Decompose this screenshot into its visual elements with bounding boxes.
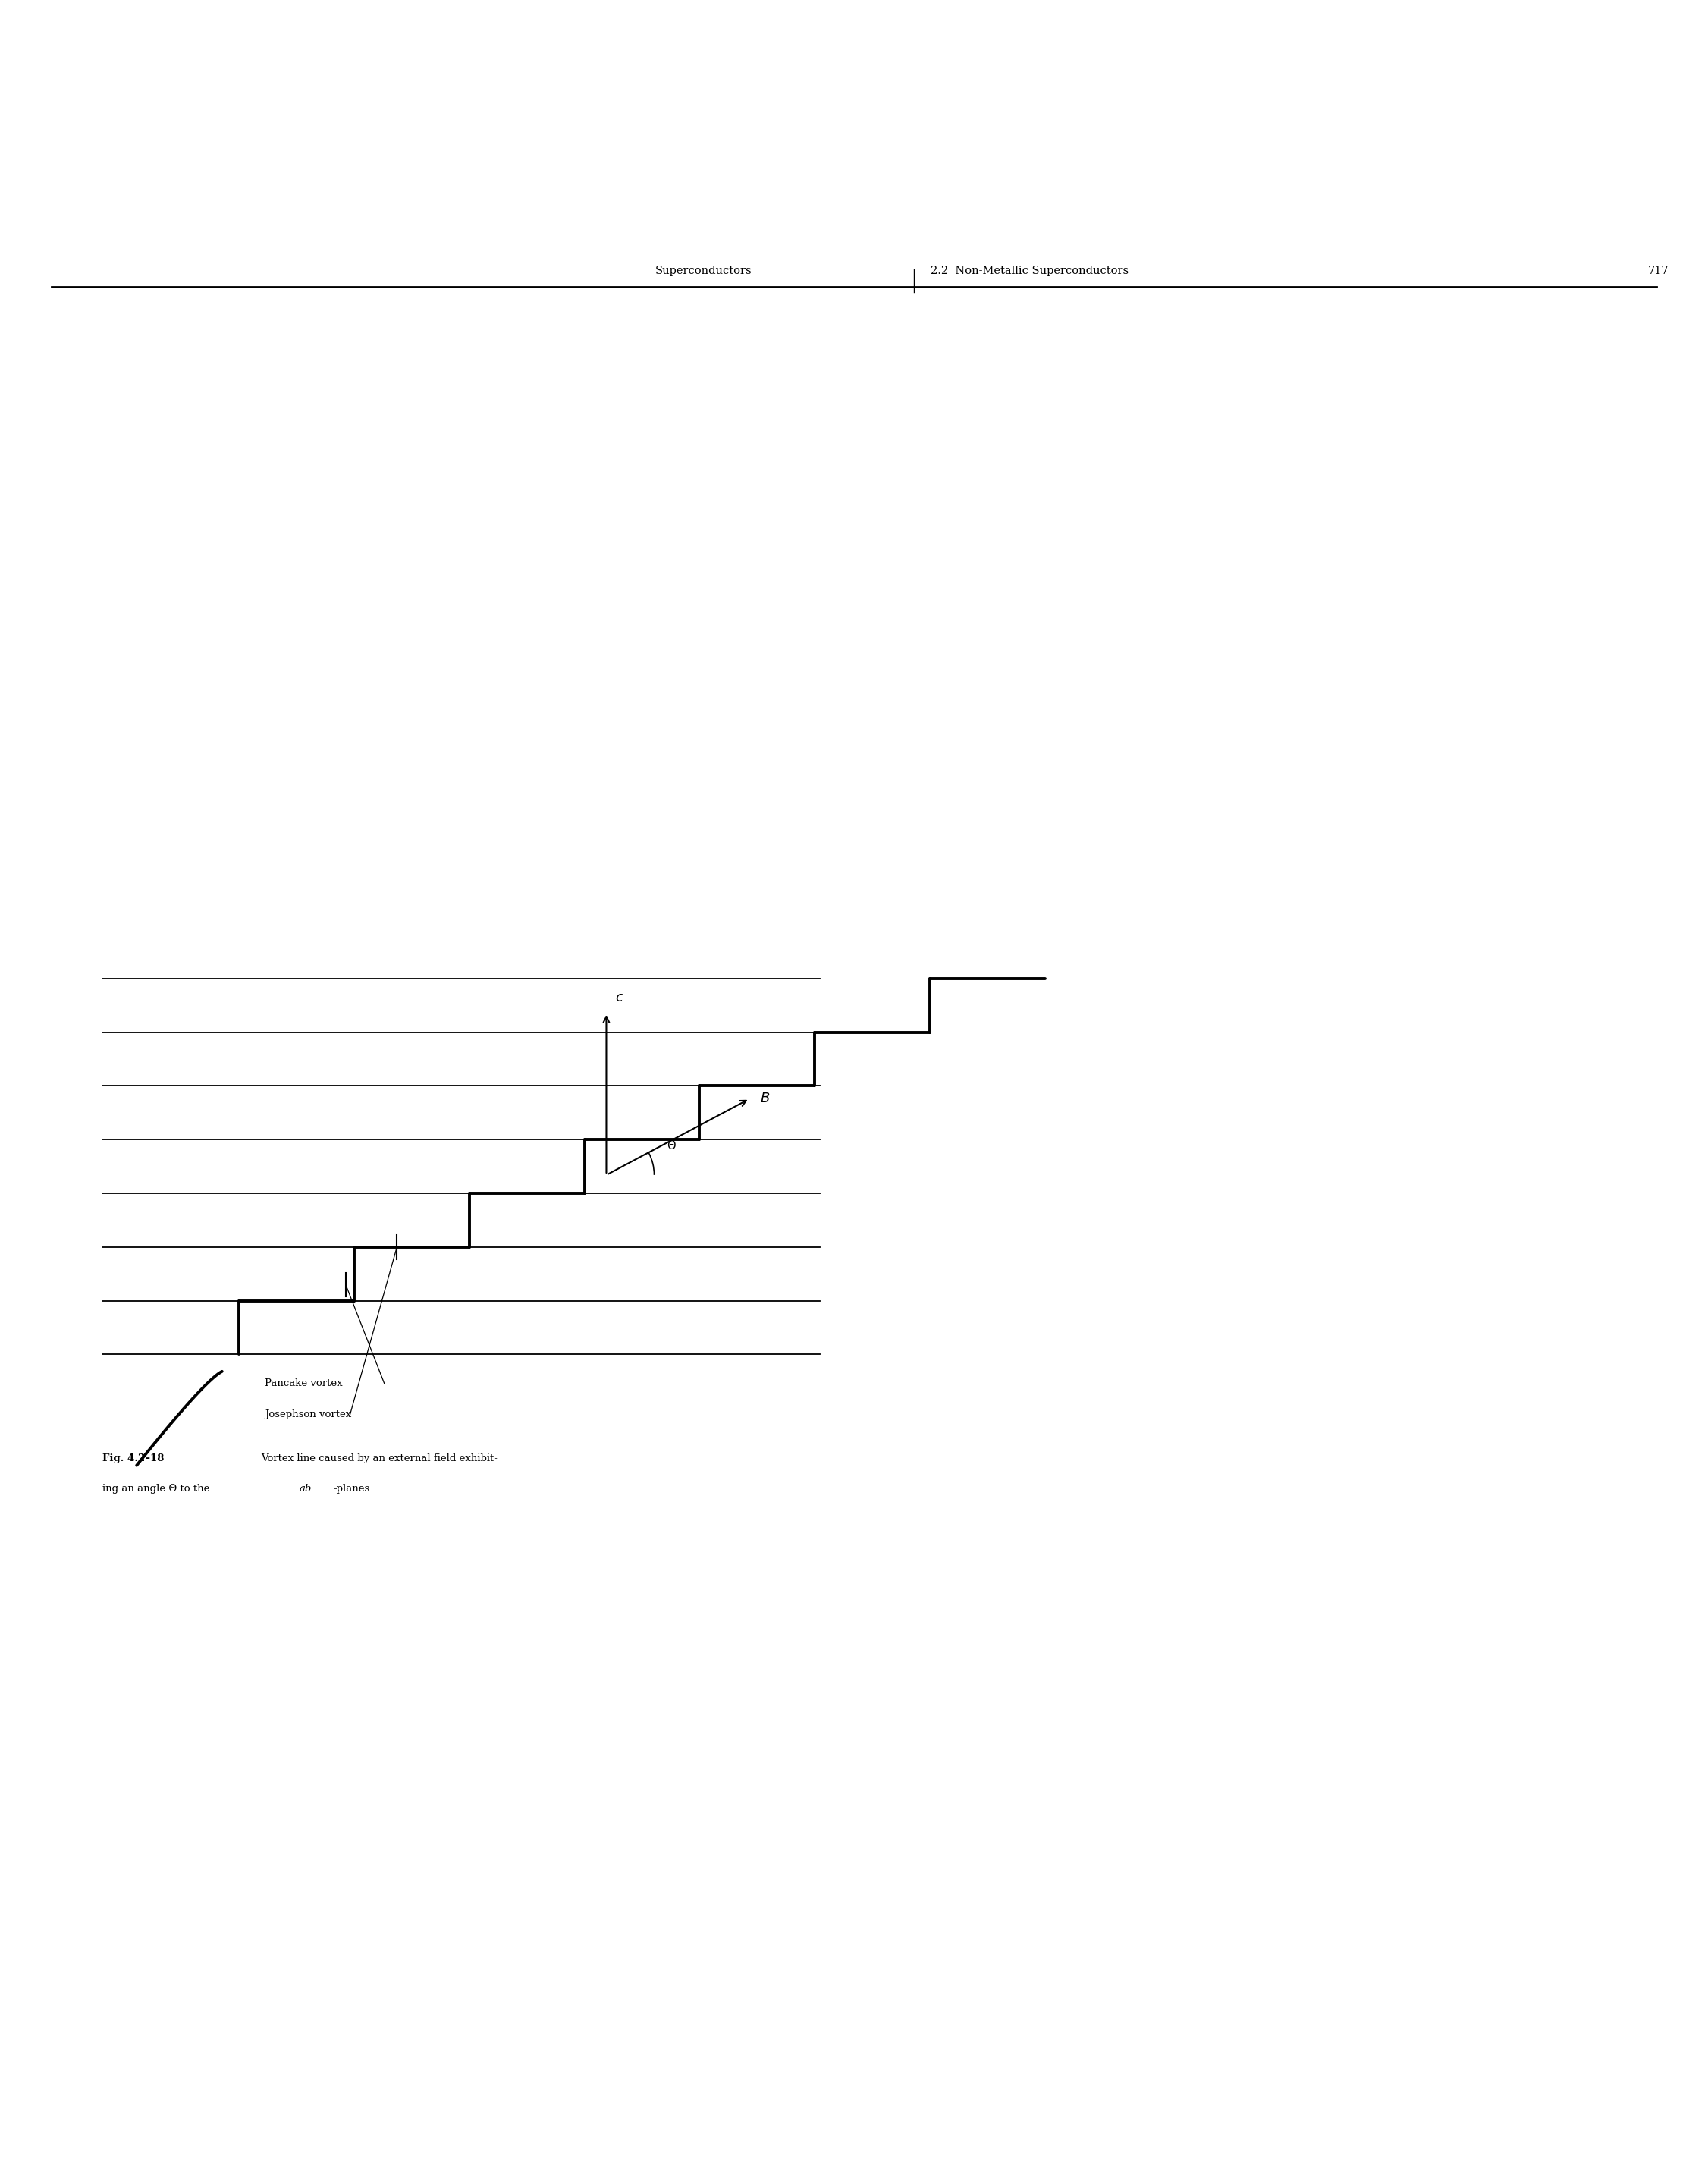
Text: Superconductors: Superconductors [654,266,752,277]
Text: $B$: $B$ [760,1092,770,1105]
Text: $c$: $c$ [615,990,623,1003]
Text: ing an angle Θ to the: ing an angle Θ to the [102,1483,214,1494]
Text: 2.2  Non-Metallic Superconductors: 2.2 Non-Metallic Superconductors [931,266,1129,277]
Text: $\Theta$: $\Theta$ [666,1139,676,1152]
Text: Vortex line caused by an external field exhibit-: Vortex line caused by an external field … [261,1453,497,1464]
Text: Fig. 4.2–18: Fig. 4.2–18 [102,1453,171,1464]
Text: -planes: -planes [333,1483,369,1494]
Text: Josephson vortex: Josephson vortex [265,1410,352,1418]
Text: ab: ab [299,1483,311,1494]
Text: 717: 717 [1648,266,1669,277]
Text: Pancake vortex: Pancake vortex [265,1379,343,1388]
